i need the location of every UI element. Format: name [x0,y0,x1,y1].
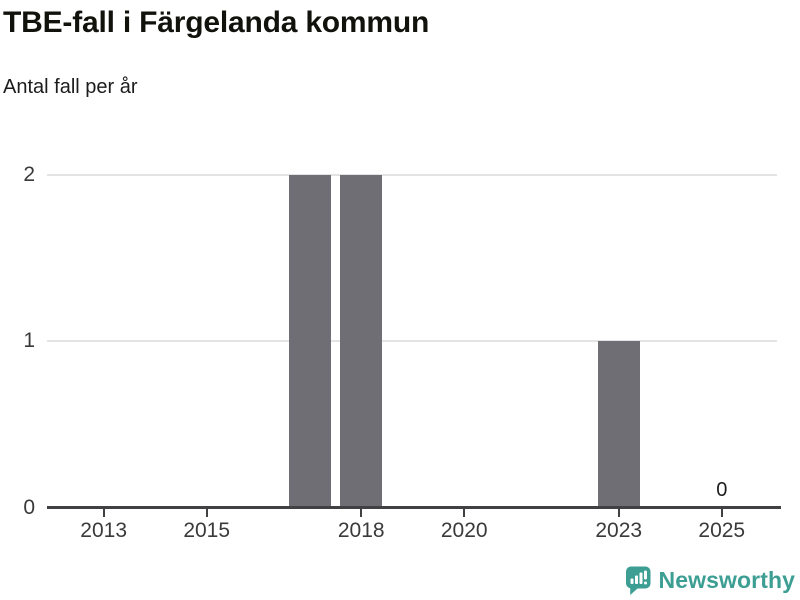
x-axis-tick-label: 2018 [337,519,385,542]
x-axis-tick-label: 2025 [698,519,746,542]
x-axis-line [47,506,781,509]
x-axis-tick-2015 [205,509,208,517]
x-axis-tick-2013 [102,509,105,517]
x-axis-tick-label: 2013 [80,519,128,542]
x-axis-tick-2025 [720,509,723,517]
x-axis-tick-label: 2020 [440,519,488,542]
bar-2018 [340,174,383,508]
bar-value-label-2025: 0 [716,479,728,501]
newsworthy-icon [624,565,652,596]
y-axis-tick-label: 0 [23,496,35,519]
brand-logo: Newsworthy [624,565,795,596]
x-axis-tick-label: 2015 [183,519,231,542]
page-subtitle: Antal fall per år [3,76,138,98]
bar-2023 [597,341,640,508]
bar-chart: 0 1 2 0 2013 2015 2018 2020 2023 2025 [23,162,781,542]
y-axis-tick-label: 1 [23,329,35,353]
x-axis-tick-2023 [617,509,620,517]
x-axis-tick-2020 [463,509,466,517]
bar-2017 [288,174,331,508]
page-title: TBE-fall i Färgelanda kommun [3,6,430,39]
gridline-y-1 [47,340,777,343]
y-axis-tick-label: 2 [23,162,35,186]
brand-name: Newsworthy [658,567,795,593]
x-axis-tick-label: 2023 [595,519,643,542]
x-axis-tick-2018 [360,509,363,517]
gridline-y-2 [47,173,777,176]
